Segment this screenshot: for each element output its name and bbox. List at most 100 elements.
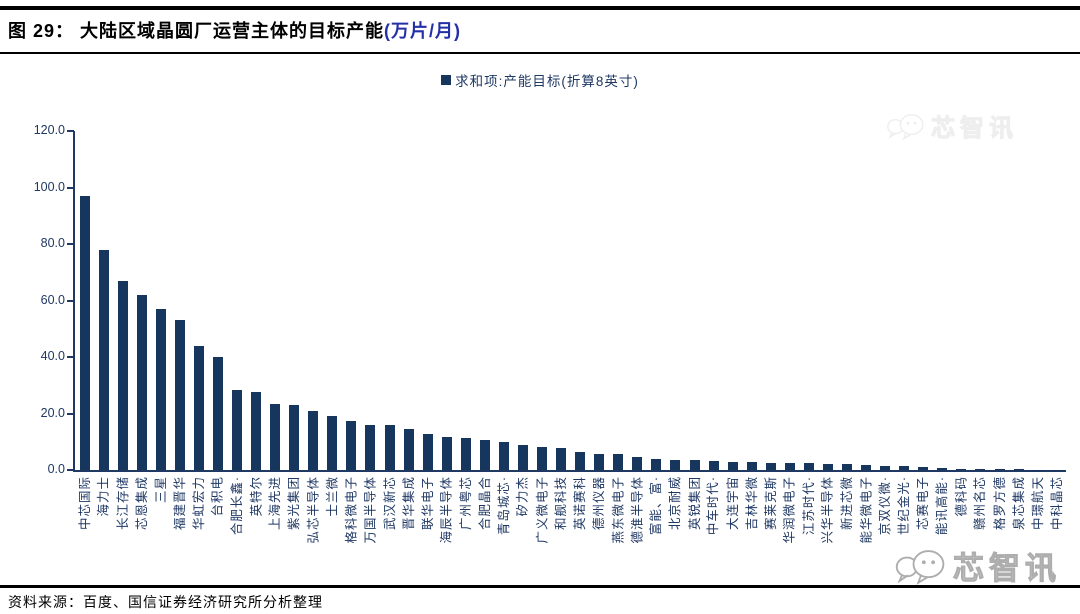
x-label-cell: 英特尔 [247,474,266,596]
x-label-cell: 英锐集团 [685,474,704,596]
bar-slot [304,131,323,470]
y-tick-label: 40.0 [40,349,65,363]
y-tick-label: 0.0 [47,462,65,476]
bar-中芯国际 [79,195,90,470]
bar-chart: 中芯国际 海力士 长江存储 芯恩集成 三星 福建晋华 华虹宏力 台积电 合肥长鑫· 英特尔 上海先进… [34,123,1066,544]
x-label-cell: 万国半导体 [361,474,380,596]
x-tick-label: 英特尔 [249,476,264,517]
x-label-cell: 青岛城芯· [494,474,513,596]
bar-海辰半导体 [441,436,452,470]
bar-上海先进 [270,403,281,470]
bar-江苏时代· [803,463,814,470]
bar-泉芯集成 [1013,469,1024,470]
bar-华润微电子 [784,462,795,470]
bar-吉林华微 [746,462,757,470]
x-tick-label: 英诺赛科 [573,476,588,531]
bar-slot [780,131,799,470]
y-tick-mark [67,243,74,245]
y-tick-label: 60.0 [40,292,65,307]
bar-万国半导体 [365,424,376,470]
x-label-cell: 江苏时代· [799,474,818,596]
bar-燕东微电子 [613,454,624,470]
x-label-cell: 广州粤芯 [456,474,475,596]
x-label-cell: 矽力杰 [513,474,532,596]
bar-slot [418,131,437,470]
bar-slot [571,131,590,470]
bar-slot [228,131,247,470]
bar-能讯高能· [937,467,948,470]
bar-slot [342,131,361,470]
bar-福建晋华 [174,320,185,470]
bar-slot [742,131,761,470]
bar-芯赛电子 [918,466,929,470]
bar-slot [285,131,304,470]
bar-合肥长鑫· [232,389,243,470]
bar-兴华半导体 [822,463,833,470]
x-label-cell: 合肥晶合 [475,474,494,596]
x-tick-label: 富能、富· [649,476,664,536]
bar-海力士 [98,249,109,470]
y-axis-line [73,131,75,472]
bar-大连宇宙 [727,461,738,470]
x-label-cell: 德淮半导体 [628,474,647,596]
y-tick-label: 100.0 [33,179,65,194]
x-tick-label: 海辰半导体 [439,476,454,544]
bar-联华电子 [422,433,433,470]
x-tick-label: 紫光集团 [287,476,302,531]
y-tick-label: 20.0 [40,405,65,420]
bar-slot [628,131,647,470]
bar-slot [647,131,666,470]
x-label-cell: 京双仪微· [876,474,895,596]
x-label-cell: 联华电子 [418,474,437,596]
bar-弘芯半导体 [308,410,319,470]
chart-legend: 求和项:产能目标(折算8英寸) [0,70,1080,90]
bar-slot [1047,131,1066,470]
bar-中车时代· [708,460,719,470]
figure-number: 图 29： [8,21,75,41]
x-label-cell: 中车时代· [704,474,723,596]
bar-slot [857,131,876,470]
bar-slot [838,131,857,470]
x-tick-label: 兴华半导体 [820,476,835,544]
y-tick-mark [67,469,74,471]
x-label-cell: 德州仪器 [590,474,609,596]
x-label-cell: 赣州名芯 [971,474,990,596]
x-label-cell: 富能、富· [647,474,666,596]
x-tick-label: 英锐集团 [687,476,702,531]
x-label-cell: 吉林华微 [742,474,761,596]
x-tick-label: 华润微电子 [782,476,797,544]
x-label-cell: 华润微电子 [780,474,799,596]
bar-格罗方德 [994,469,1005,470]
x-tick-label: 海力士 [96,476,111,517]
x-tick-label: 世纪金光· [897,476,912,536]
x-tick-label: 合肥晶合 [477,476,492,531]
bar-北京耐威 [670,459,681,470]
x-tick-label: 和舰科技 [554,476,569,531]
source-note: 资料来源：百度、国信证券经济研究所分析整理 [8,596,323,611]
bar-slot [552,131,571,470]
bar-slot [132,131,151,470]
x-tick-label: 联华电子 [420,476,435,531]
bar-slot [761,131,780,470]
bar-slot [380,131,399,470]
x-tick-label: 吉林华微 [744,476,759,531]
bar-德州仪器 [594,453,605,470]
bar-芯恩集成 [136,294,147,470]
bar-英锐集团 [689,460,700,470]
x-tick-label: 德州仪器 [592,476,607,531]
bar-slot [75,131,94,470]
bar-德科码 [956,468,967,470]
x-label-cell: 广义微电子 [533,474,552,596]
bar-京双仪微· [880,465,891,470]
bar-slot [818,131,837,470]
x-tick-label: 芯赛电子 [916,476,931,531]
bar-slot [151,131,170,470]
x-label-cell: 能华微电子 [857,474,876,596]
x-label-cell: 能讯高能· [933,474,952,596]
x-tick-label: 北京耐威 [668,476,683,531]
x-label-cell: 福建晋华 [170,474,189,596]
bar-slot [247,131,266,470]
x-label-cell: 德科码 [952,474,971,596]
x-label-cell: 中科晶芯 [1047,474,1066,596]
